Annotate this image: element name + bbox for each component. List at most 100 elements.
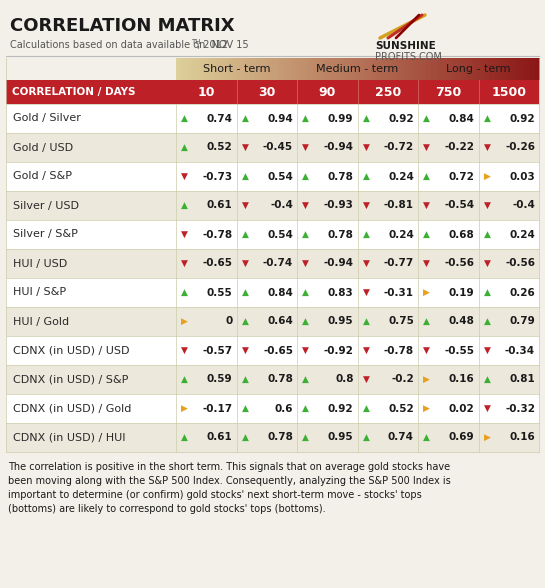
- Bar: [435, 58, 438, 80]
- Text: ▲: ▲: [362, 172, 370, 181]
- Text: 0.69: 0.69: [449, 433, 475, 443]
- Text: Gold / Silver: Gold / Silver: [13, 113, 81, 123]
- Bar: [254, 58, 256, 80]
- Bar: [535, 58, 538, 80]
- Bar: [363, 58, 365, 80]
- Bar: [414, 58, 416, 80]
- Text: TH: TH: [191, 39, 201, 45]
- Text: SUNSHINE: SUNSHINE: [375, 41, 436, 51]
- Text: -0.17: -0.17: [202, 403, 233, 413]
- Text: -0.93: -0.93: [324, 201, 354, 211]
- Text: ▶: ▶: [483, 433, 490, 442]
- Bar: [303, 58, 305, 80]
- Bar: [216, 58, 218, 80]
- Text: 0.24: 0.24: [509, 229, 535, 239]
- Text: ▼: ▼: [362, 375, 370, 384]
- Text: 0.24: 0.24: [388, 172, 414, 182]
- Bar: [352, 58, 354, 80]
- Bar: [350, 58, 353, 80]
- Text: -0.81: -0.81: [384, 201, 414, 211]
- Text: ▲: ▲: [181, 201, 188, 210]
- Bar: [378, 58, 380, 80]
- Bar: [199, 58, 202, 80]
- Bar: [223, 58, 226, 80]
- Text: ▶: ▶: [181, 317, 188, 326]
- Text: HUI / S&P: HUI / S&P: [13, 288, 66, 298]
- Text: 0.78: 0.78: [267, 433, 293, 443]
- Bar: [6, 191, 539, 220]
- Bar: [370, 58, 373, 80]
- Bar: [191, 58, 193, 80]
- Bar: [305, 58, 307, 80]
- Bar: [417, 58, 420, 80]
- Text: -0.26: -0.26: [505, 142, 535, 152]
- Bar: [343, 58, 346, 80]
- Bar: [521, 58, 523, 80]
- Text: ▼: ▼: [362, 143, 370, 152]
- Bar: [508, 58, 511, 80]
- Text: -0.92: -0.92: [324, 346, 354, 356]
- Bar: [376, 58, 378, 80]
- Bar: [210, 58, 213, 80]
- Bar: [319, 58, 322, 80]
- Bar: [225, 58, 227, 80]
- Bar: [227, 58, 229, 80]
- Text: ▼: ▼: [241, 259, 249, 268]
- Bar: [381, 58, 384, 80]
- Bar: [274, 58, 276, 80]
- Text: ▼: ▼: [181, 346, 188, 355]
- Bar: [316, 58, 318, 80]
- Bar: [385, 58, 387, 80]
- Bar: [6, 220, 539, 249]
- Bar: [345, 58, 347, 80]
- Bar: [534, 58, 536, 80]
- Text: 0.78: 0.78: [328, 229, 354, 239]
- Bar: [506, 58, 508, 80]
- Bar: [396, 58, 398, 80]
- Text: ▼: ▼: [483, 201, 490, 210]
- Bar: [231, 58, 233, 80]
- Bar: [497, 58, 500, 80]
- Bar: [292, 58, 294, 80]
- Text: Short - term: Short - term: [203, 64, 270, 74]
- Bar: [237, 80, 297, 104]
- Bar: [428, 58, 431, 80]
- Text: ▲: ▲: [362, 230, 370, 239]
- Text: ▲: ▲: [181, 375, 188, 384]
- Text: -0.32: -0.32: [505, 403, 535, 413]
- Text: 1500: 1500: [491, 85, 526, 99]
- Text: 0: 0: [225, 316, 233, 326]
- Bar: [410, 58, 413, 80]
- Bar: [501, 58, 503, 80]
- Text: ▲: ▲: [181, 288, 188, 297]
- Text: ▼: ▼: [362, 201, 370, 210]
- Text: ▲: ▲: [302, 230, 309, 239]
- Bar: [470, 58, 473, 80]
- Bar: [214, 58, 216, 80]
- Bar: [269, 58, 271, 80]
- Bar: [205, 58, 207, 80]
- Text: Silver / S&P: Silver / S&P: [13, 229, 78, 239]
- Text: ▼: ▼: [241, 143, 249, 152]
- Bar: [287, 58, 289, 80]
- Bar: [425, 58, 427, 80]
- Text: 0.81: 0.81: [509, 375, 535, 385]
- Text: 0.48: 0.48: [449, 316, 475, 326]
- Text: ▲: ▲: [181, 114, 188, 123]
- Bar: [528, 58, 530, 80]
- Bar: [318, 58, 320, 80]
- Text: ▼: ▼: [241, 201, 249, 210]
- Text: 0.6: 0.6: [275, 403, 293, 413]
- Bar: [218, 58, 220, 80]
- Text: 0.72: 0.72: [449, 172, 475, 182]
- Bar: [394, 58, 396, 80]
- Bar: [348, 58, 351, 80]
- Bar: [368, 58, 371, 80]
- Bar: [427, 58, 429, 80]
- Bar: [519, 58, 522, 80]
- Text: ▲: ▲: [362, 404, 370, 413]
- Text: ▲: ▲: [241, 172, 249, 181]
- Text: ▲: ▲: [241, 375, 249, 384]
- Text: 0.54: 0.54: [267, 172, 293, 182]
- Text: 0.16: 0.16: [509, 433, 535, 443]
